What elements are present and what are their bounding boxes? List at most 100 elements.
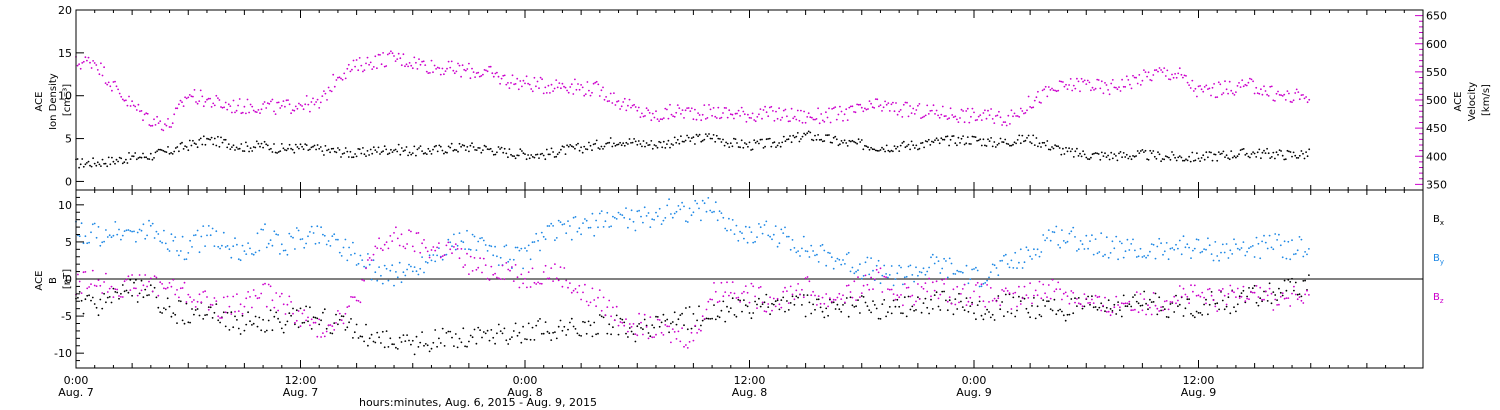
point-bz xyxy=(1124,302,1127,305)
point-velocity xyxy=(589,94,592,97)
point-bz xyxy=(842,294,844,297)
point-velocity xyxy=(887,102,890,104)
point-by xyxy=(146,234,149,237)
point-by xyxy=(1177,247,1179,250)
point-bx xyxy=(825,307,828,310)
point-ion-density xyxy=(839,143,841,146)
point-ion-density xyxy=(948,144,950,147)
point-velocity xyxy=(1091,86,1094,89)
point-velocity xyxy=(1115,86,1117,89)
point-bz xyxy=(960,293,962,295)
point-by xyxy=(656,215,659,218)
point-bz xyxy=(950,302,953,305)
point-bz xyxy=(976,281,979,284)
point-ion-density xyxy=(834,135,837,138)
point-velocity xyxy=(271,98,274,101)
point-ion-density xyxy=(860,139,863,141)
point-bz xyxy=(95,285,98,287)
point-velocity xyxy=(1231,92,1234,95)
point-bz xyxy=(80,292,83,294)
point-by xyxy=(1163,250,1166,253)
point-velocity xyxy=(86,59,88,62)
point-bx xyxy=(643,318,646,321)
point-velocity xyxy=(1297,91,1300,93)
point-by xyxy=(920,271,923,274)
point-ion-density xyxy=(160,149,163,151)
point-velocity xyxy=(840,110,843,113)
point-bz xyxy=(903,283,906,285)
point-bz xyxy=(346,306,349,308)
point-ion-density xyxy=(1051,146,1053,148)
point-bz xyxy=(284,313,287,315)
point-by xyxy=(1162,253,1164,256)
point-by xyxy=(86,242,89,245)
point-bz xyxy=(627,330,629,333)
point-velocity xyxy=(980,119,983,121)
point-bz xyxy=(1049,297,1052,300)
point-velocity xyxy=(970,115,972,118)
point-by xyxy=(933,262,936,265)
point-by xyxy=(905,275,908,278)
point-bz xyxy=(1105,311,1108,313)
point-ion-density xyxy=(1035,137,1038,139)
point-by xyxy=(1124,250,1127,253)
point-bz xyxy=(314,321,317,324)
point-ion-density xyxy=(1264,152,1267,155)
point-velocity xyxy=(853,111,855,113)
point-velocity xyxy=(137,103,140,106)
point-ion-density xyxy=(1266,147,1268,150)
point-bz xyxy=(496,276,498,279)
point-velocity xyxy=(1015,115,1017,117)
point-bx xyxy=(1029,316,1031,319)
point-bz xyxy=(481,271,483,274)
point-ion-density xyxy=(974,136,977,139)
point-bz xyxy=(1038,280,1041,283)
point-ion-density xyxy=(1062,147,1064,150)
point-ion-density xyxy=(1049,148,1052,151)
point-velocity xyxy=(1129,83,1131,86)
point-bx xyxy=(112,287,115,290)
point-ion-density xyxy=(1046,140,1049,142)
point-bx xyxy=(713,304,715,306)
point-velocity xyxy=(1086,79,1089,82)
point-ion-density xyxy=(316,144,319,146)
point-velocity xyxy=(625,109,628,112)
point-ion-density xyxy=(547,153,550,156)
point-by xyxy=(786,235,788,238)
point-velocity xyxy=(1136,82,1139,85)
point-by xyxy=(739,230,741,233)
point-bx xyxy=(123,290,126,293)
point-by xyxy=(262,228,264,231)
point-bx xyxy=(419,341,422,344)
point-ion-density xyxy=(1263,149,1265,152)
point-bx xyxy=(892,299,895,302)
point-by xyxy=(395,271,397,273)
point-bx xyxy=(303,321,306,324)
point-bz xyxy=(492,273,495,276)
point-velocity xyxy=(793,115,796,118)
point-velocity xyxy=(1076,77,1078,80)
point-by xyxy=(1173,248,1176,251)
point-velocity xyxy=(224,101,227,104)
point-ion-density xyxy=(842,141,844,144)
point-bz xyxy=(666,325,669,328)
point-bx xyxy=(559,319,562,322)
point-bz xyxy=(737,296,740,299)
point-bx xyxy=(711,317,713,320)
point-ion-density xyxy=(104,162,107,165)
point-velocity xyxy=(202,105,205,108)
point-velocity xyxy=(717,106,720,109)
point-bz xyxy=(381,249,384,252)
point-bz xyxy=(441,255,444,257)
point-velocity xyxy=(1060,80,1063,83)
point-bz xyxy=(400,233,403,236)
point-velocity xyxy=(545,92,548,94)
point-bz xyxy=(1171,301,1174,303)
point-velocity xyxy=(319,101,322,104)
point-ion-density xyxy=(653,144,656,146)
point-bx xyxy=(310,328,313,330)
velocity-tick-label-2: 450 xyxy=(1426,122,1447,135)
